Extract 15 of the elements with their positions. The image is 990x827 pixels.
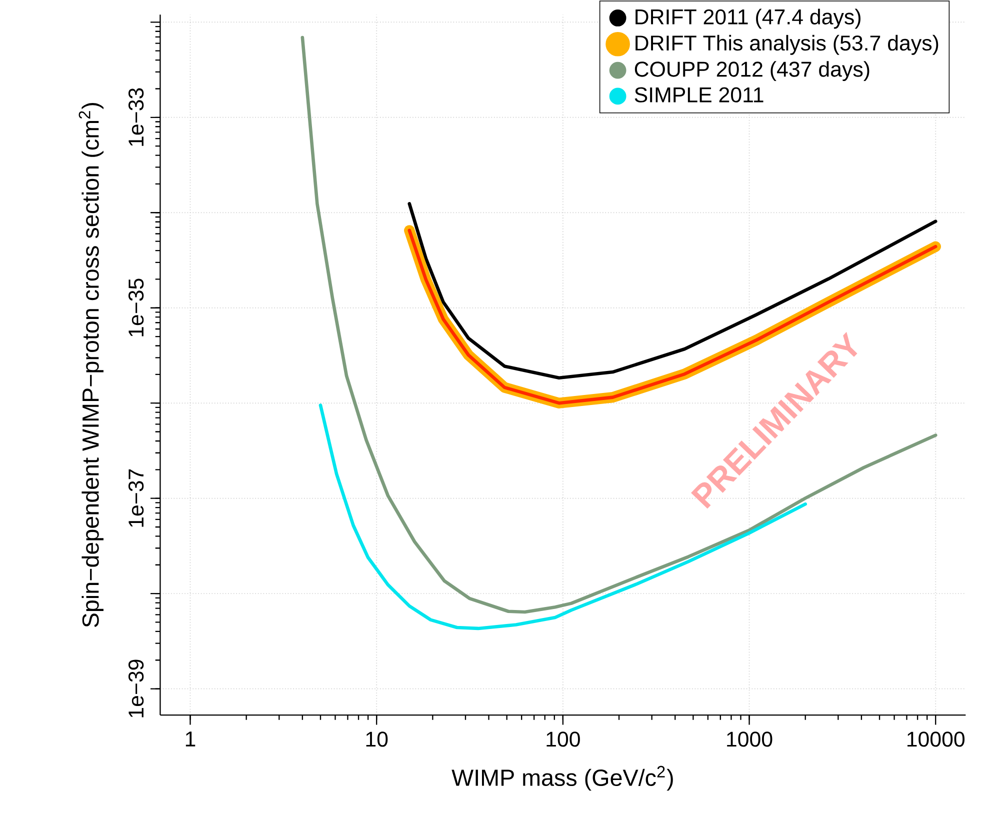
y-axis-title: Spin−dependent WIMP−proton cross section (cm$^{2}$): [78, 103, 104, 628]
x-tick-label: 100: [546, 732, 580, 747]
legend-label: DRIFT This analysis (53.7 days): [636, 34, 938, 55]
x-tick-label: 10: [366, 732, 388, 747]
y-tick-label: 1e−39: [128, 660, 144, 718]
legend-label: DRIFT 2011 (47.4 days): [636, 8, 860, 29]
y-tick-label: 1e−33: [128, 88, 144, 146]
x-axis-title: WIMP mass (GeV/c$^{2}$): [452, 766, 673, 791]
x-tick-label: 1000: [727, 732, 772, 747]
legend-label: COUPP 2012 (437 days): [634, 61, 870, 82]
x-tick-label: 1: [186, 732, 196, 746]
x-tick-label: 10000: [907, 732, 965, 747]
y-tick-label: 1e−37: [128, 469, 144, 527]
legend-label: SIMPLE 2011: [634, 87, 764, 102]
y-tick-label: 1e−35: [128, 278, 144, 336]
